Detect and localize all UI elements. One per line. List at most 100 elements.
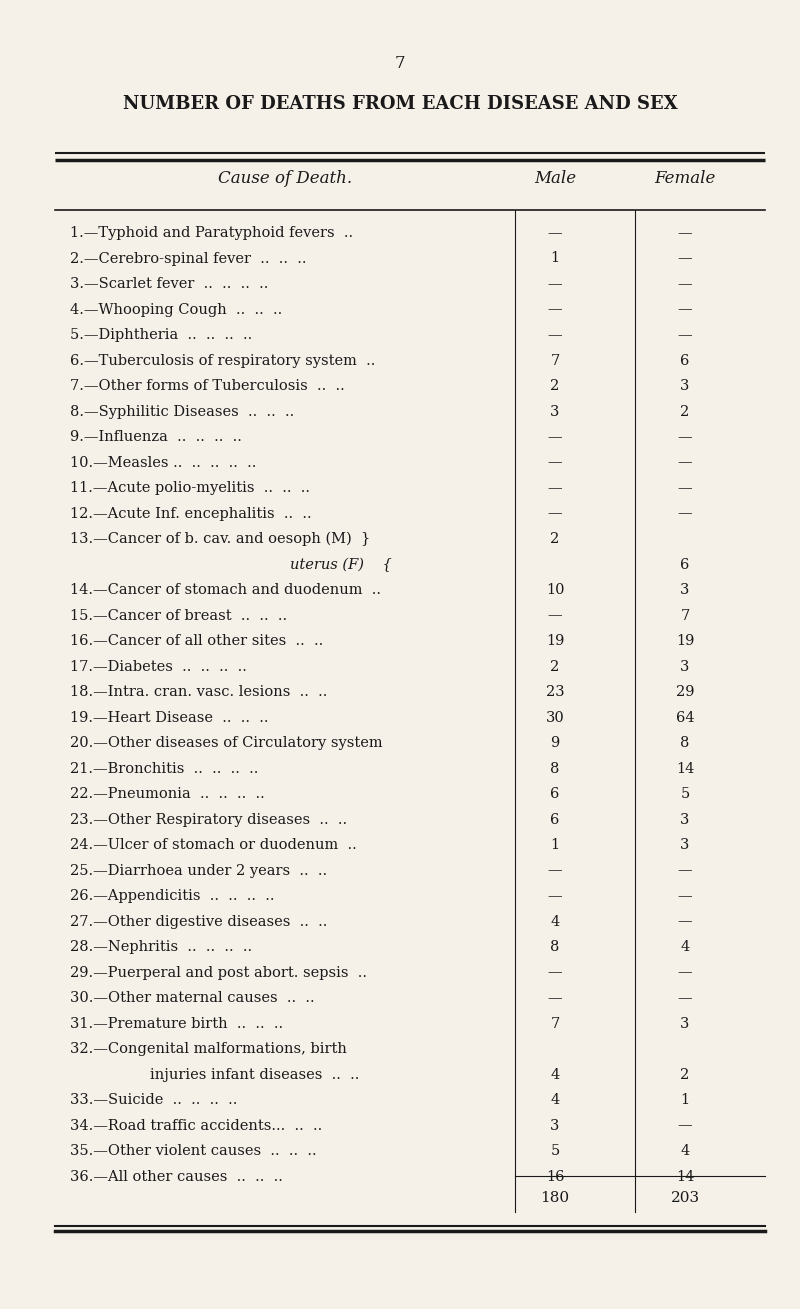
Text: 5: 5	[550, 1144, 560, 1158]
Text: —: —	[678, 991, 692, 1005]
Text: 13.—Cancer of b. cav. and oesoph (M)  }: 13.—Cancer of b. cav. and oesoph (M) }	[70, 531, 370, 546]
Text: 21.—Bronchitis  ..  ..  ..  ..: 21.—Bronchitis .. .. .. ..	[70, 762, 258, 775]
Text: 8: 8	[550, 940, 560, 954]
Text: 29.—Puerperal and post abort. sepsis  ..: 29.—Puerperal and post abort. sepsis ..	[70, 966, 367, 979]
Text: 8: 8	[550, 762, 560, 775]
Text: 30.—Other maternal causes  ..  ..: 30.—Other maternal causes .. ..	[70, 991, 314, 1005]
Text: 23: 23	[546, 685, 564, 699]
Text: 4: 4	[550, 915, 560, 928]
Text: 4: 4	[550, 1068, 560, 1081]
Text: —: —	[678, 1118, 692, 1132]
Text: 6.—Tuberculosis of respiratory system  ..: 6.—Tuberculosis of respiratory system ..	[70, 353, 375, 368]
Text: 32.—Congenital malformations, birth: 32.—Congenital malformations, birth	[70, 1042, 347, 1056]
Text: —: —	[678, 226, 692, 240]
Text: 24.—Ulcer of stomach or duodenum  ..: 24.—Ulcer of stomach or duodenum ..	[70, 838, 357, 852]
Text: —: —	[678, 889, 692, 903]
Text: —: —	[678, 915, 692, 928]
Text: —: —	[548, 864, 562, 877]
Text: 16: 16	[546, 1169, 564, 1183]
Text: —: —	[548, 966, 562, 979]
Text: 18.—Intra. cran. vasc. lesions  ..  ..: 18.—Intra. cran. vasc. lesions .. ..	[70, 685, 327, 699]
Text: —: —	[678, 329, 692, 342]
Text: —: —	[548, 507, 562, 521]
Text: 19: 19	[546, 634, 564, 648]
Text: —: —	[678, 966, 692, 979]
Text: 3: 3	[680, 1017, 690, 1030]
Text: —: —	[678, 480, 692, 495]
Text: uterus (F)    {: uterus (F) {	[290, 558, 392, 572]
Text: 14: 14	[676, 762, 694, 775]
Text: 27.—Other digestive diseases  ..  ..: 27.—Other digestive diseases .. ..	[70, 915, 327, 928]
Text: 64: 64	[676, 711, 694, 724]
Text: 28.—Nephritis  ..  ..  ..  ..: 28.—Nephritis .. .. .. ..	[70, 940, 252, 954]
Text: 3: 3	[680, 813, 690, 826]
Text: Female: Female	[654, 170, 716, 187]
Text: —: —	[678, 507, 692, 521]
Text: —: —	[678, 429, 692, 444]
Text: —: —	[678, 456, 692, 470]
Text: —: —	[678, 864, 692, 877]
Text: 6: 6	[550, 787, 560, 801]
Text: 180: 180	[541, 1191, 570, 1206]
Text: 4: 4	[680, 940, 690, 954]
Text: 12.—Acute Inf. encephalitis  ..  ..: 12.—Acute Inf. encephalitis .. ..	[70, 507, 312, 521]
Text: 30: 30	[546, 711, 564, 724]
Text: —: —	[548, 278, 562, 291]
Text: 23.—Other Respiratory diseases  ..  ..: 23.—Other Respiratory diseases .. ..	[70, 813, 347, 826]
Text: 5.—Diphtheria  ..  ..  ..  ..: 5.—Diphtheria .. .. .. ..	[70, 329, 252, 342]
Text: 35.—Other violent causes  ..  ..  ..: 35.—Other violent causes .. .. ..	[70, 1144, 317, 1158]
Text: 8.—Syphilitic Diseases  ..  ..  ..: 8.—Syphilitic Diseases .. .. ..	[70, 404, 294, 419]
Text: injuries infant diseases  ..  ..: injuries infant diseases .. ..	[150, 1068, 359, 1081]
Text: 1: 1	[550, 838, 559, 852]
Text: 29: 29	[676, 685, 694, 699]
Text: 7: 7	[394, 55, 406, 72]
Text: 2: 2	[550, 380, 560, 393]
Text: 9.—Influenza  ..  ..  ..  ..: 9.—Influenza .. .. .. ..	[70, 429, 242, 444]
Text: 3: 3	[680, 838, 690, 852]
Text: 1: 1	[550, 251, 559, 266]
Text: 11.—Acute polio-myelitis  ..  ..  ..: 11.—Acute polio-myelitis .. .. ..	[70, 480, 310, 495]
Text: —: —	[548, 456, 562, 470]
Text: 1: 1	[681, 1093, 690, 1107]
Text: —: —	[548, 429, 562, 444]
Text: 33.—Suicide  ..  ..  ..  ..: 33.—Suicide .. .. .. ..	[70, 1093, 238, 1107]
Text: 2: 2	[550, 660, 560, 674]
Text: —: —	[548, 329, 562, 342]
Text: 1.—Typhoid and Paratyphoid fevers  ..: 1.—Typhoid and Paratyphoid fevers ..	[70, 226, 353, 240]
Text: 10: 10	[546, 583, 564, 597]
Text: 5: 5	[680, 787, 690, 801]
Text: Cause of Death.: Cause of Death.	[218, 170, 352, 187]
Text: 34.—Road traffic accidents...  ..  ..: 34.—Road traffic accidents... .. ..	[70, 1118, 322, 1132]
Text: 19: 19	[676, 634, 694, 648]
Text: 3: 3	[680, 583, 690, 597]
Text: 3: 3	[680, 660, 690, 674]
Text: 22.—Pneumonia  ..  ..  ..  ..: 22.—Pneumonia .. .. .. ..	[70, 787, 265, 801]
Text: 26.—Appendicitis  ..  ..  ..  ..: 26.—Appendicitis .. .. .. ..	[70, 889, 274, 903]
Text: 9: 9	[550, 736, 560, 750]
Text: 8: 8	[680, 736, 690, 750]
Text: 7: 7	[550, 1017, 560, 1030]
Text: 15.—Cancer of breast  ..  ..  ..: 15.—Cancer of breast .. .. ..	[70, 609, 287, 623]
Text: 14.—Cancer of stomach and duodenum  ..: 14.—Cancer of stomach and duodenum ..	[70, 583, 381, 597]
Text: 3: 3	[550, 1118, 560, 1132]
Text: —: —	[548, 226, 562, 240]
Text: —: —	[678, 278, 692, 291]
Text: —: —	[548, 480, 562, 495]
Text: 3.—Scarlet fever  ..  ..  ..  ..: 3.—Scarlet fever .. .. .. ..	[70, 278, 268, 291]
Text: —: —	[678, 251, 692, 266]
Text: 10.—Measles ..  ..  ..  ..  ..: 10.—Measles .. .. .. .. ..	[70, 456, 256, 470]
Text: 7.—Other forms of Tuberculosis  ..  ..: 7.—Other forms of Tuberculosis .. ..	[70, 380, 345, 393]
Text: 17.—Diabetes  ..  ..  ..  ..: 17.—Diabetes .. .. .. ..	[70, 660, 247, 674]
Text: 203: 203	[670, 1191, 699, 1206]
Text: 25.—Diarrhoea under 2 years  ..  ..: 25.—Diarrhoea under 2 years .. ..	[70, 864, 327, 877]
Text: —: —	[548, 302, 562, 317]
Text: 31.—Premature birth  ..  ..  ..: 31.—Premature birth .. .. ..	[70, 1017, 283, 1030]
Text: 6: 6	[680, 353, 690, 368]
Text: 14: 14	[676, 1169, 694, 1183]
Text: 6: 6	[550, 813, 560, 826]
Text: 36.—All other causes  ..  ..  ..: 36.—All other causes .. .. ..	[70, 1169, 283, 1183]
Text: 16.—Cancer of all other sites  ..  ..: 16.—Cancer of all other sites .. ..	[70, 634, 323, 648]
Text: 7: 7	[680, 609, 690, 623]
Text: 2: 2	[680, 404, 690, 419]
Text: —: —	[548, 889, 562, 903]
